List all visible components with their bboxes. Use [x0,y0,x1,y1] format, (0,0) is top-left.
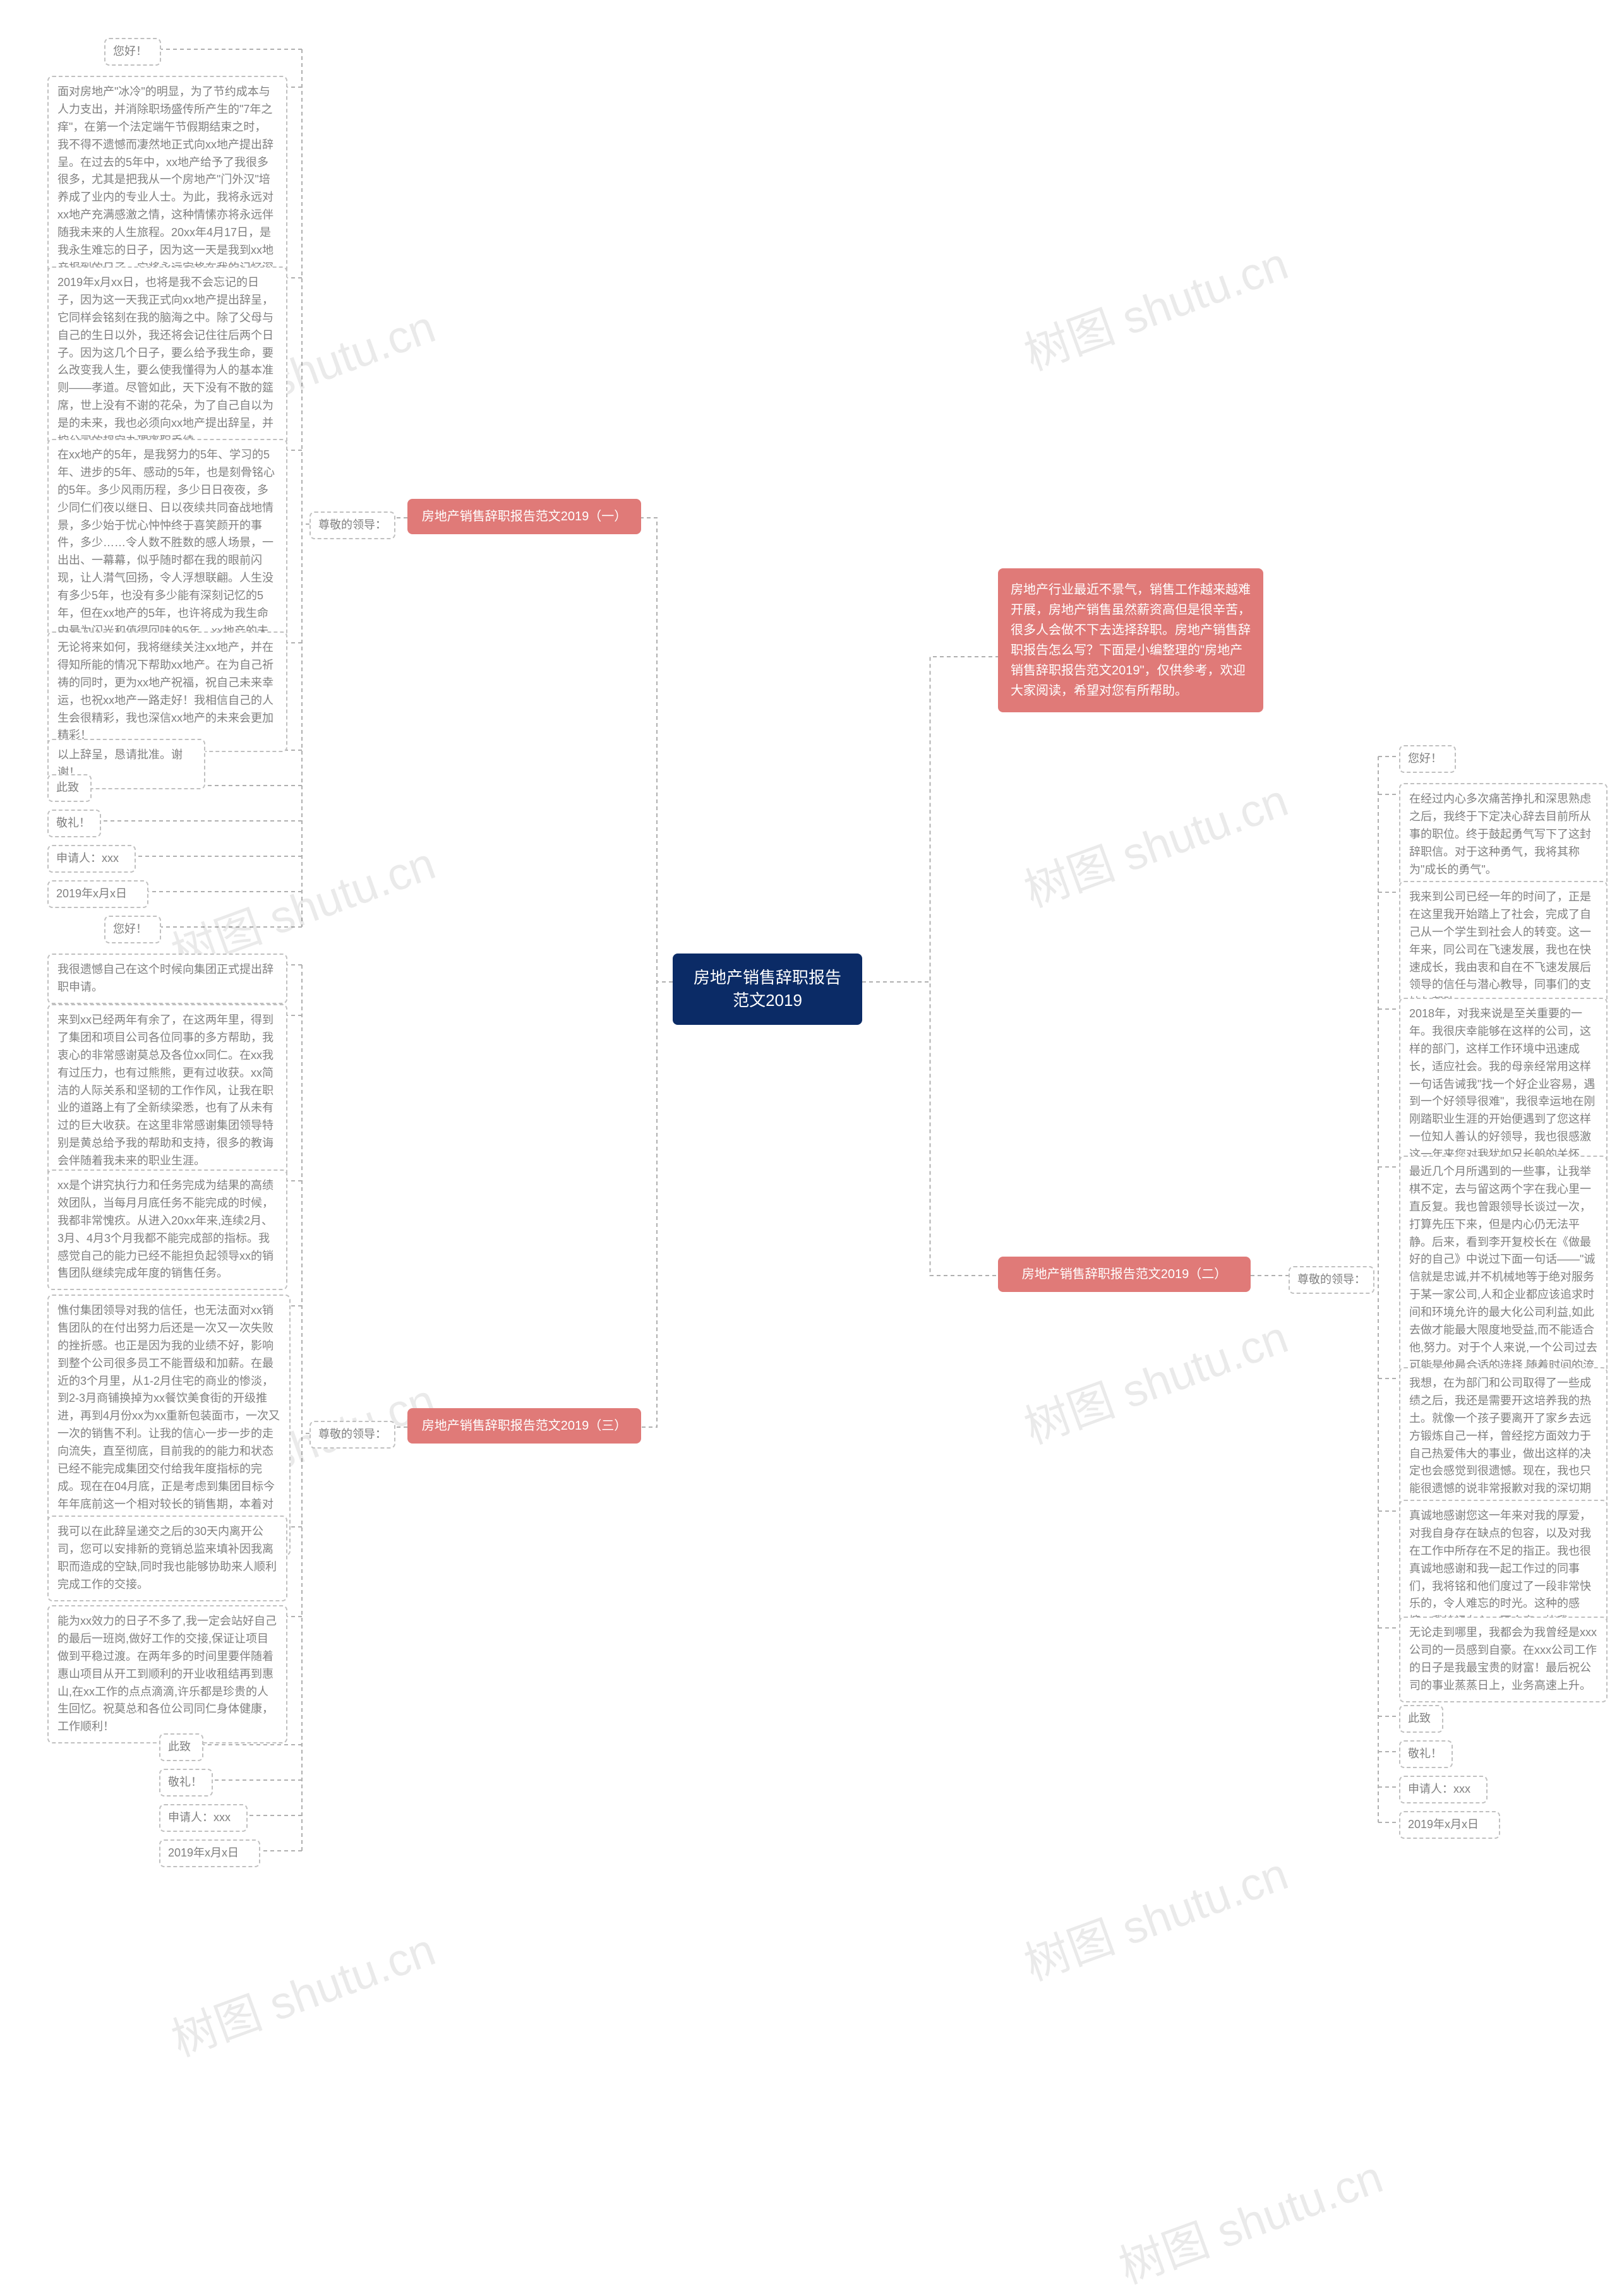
leaf-node: 敬礼！ [159,1769,213,1797]
leaf-node: 2019年x月x日 [47,880,148,908]
center-title: 房地产销售辞职报告范文2019 [694,968,841,1010]
leaf-node: 我很遗憾自己在这个时候向集团正式提出辞职申请。 [47,954,287,1004]
leaf-node: 来到xx已经两年有余了，在这两年里，得到了集团和项目公司各位同事的多方帮助，我衷… [47,1004,287,1178]
leaf-node: 2019年x月x日 [159,1839,260,1867]
leaf-node: 敬礼！ [1399,1740,1453,1768]
salutation-node: 尊敬的领导： [1289,1266,1374,1294]
watermark: 树图 shutu.cn [1014,1300,1295,1457]
leaf-node: 您好！ [104,38,161,66]
leaf-node: 您好！ [104,916,161,943]
leaf-node: 申请人：xxx [47,845,136,873]
leaf-node: 2019年x月xx日，也将是我不会忘记的日子，因为这一天我正式向xx地产提出辞呈… [47,266,287,458]
leaf-node: 此致 [1399,1705,1443,1733]
leaf-node: 申请人：xxx [159,1804,248,1832]
watermark: 树图 shutu.cn [161,1913,443,2069]
leaf-node: 2019年x月x日 [1399,1811,1500,1839]
watermark: 树图 shutu.cn [1014,1837,1295,1994]
salutation-node: 尊敬的领导： [310,1421,395,1449]
leaf-node: 申请人：xxx [1399,1776,1488,1803]
center-node: 房地产销售辞职报告范文2019 [673,954,862,1025]
salutation-node: 尊敬的领导： [310,511,395,539]
leaf-node: 无论将来如何，我将继续关注xx地产，并在得知所能的情况下帮助xx地产。在为自己祈… [47,631,287,752]
leaf-node: 敬礼！ [47,810,101,837]
leaf-node: 无论走到哪里，我都会为我曾经是xxx公司的一员感到自豪。在xxx公司工作的日子是… [1399,1617,1608,1702]
section-title: 房地产销售辞职报告范文2019（三） [422,1419,627,1433]
intro-text: 房地产行业最近不景气，销售工作越来越难开展，房地产销售虽然薪资高但是很辛苦，很多… [1011,583,1251,698]
watermark: 树图 shutu.cn [1014,763,1295,920]
section-node: 房地产销售辞职报告范文2019（三） [407,1408,641,1444]
leaf-node: 此致 [47,774,92,802]
leaf-node: 您好！ [1399,745,1456,773]
intro-node: 房地产行业最近不景气，销售工作越来越难开展，房地产销售虽然薪资高但是很辛苦，很多… [998,568,1263,712]
leaf-node: xx是个讲究执行力和任务完成为结果的高绩效团队，当每月月底任务不能完成的时候，我… [47,1169,287,1290]
watermark: 树图 shutu.cn [1014,227,1295,383]
section-node: 房地产销售辞职报告范文2019（一） [407,499,641,534]
leaf-node: 能为xx效力的日子不多了,我一定会站好自己的最后一班岗,做好工作的交接,保证让项… [47,1605,287,1743]
section-title: 房地产销售辞职报告范文2019（二） [1022,1267,1227,1281]
leaf-node: 我可以在此辞呈递交之后的30天内离开公司，您可以安排新的竞销总监来填补因我离职而… [47,1516,287,1601]
watermark: 树图 shutu.cn [1109,2140,1390,2296]
leaf-node: 此致 [159,1733,203,1761]
section-node: 房地产销售辞职报告范文2019（二） [998,1257,1251,1292]
leaf-node: 在经过内心多次痛苦挣扎和深思熟虑之后，我终于下定决心辞去目前所从事的职位。终于鼓… [1399,783,1608,886]
section-title: 房地产销售辞职报告范文2019（一） [422,510,627,523]
